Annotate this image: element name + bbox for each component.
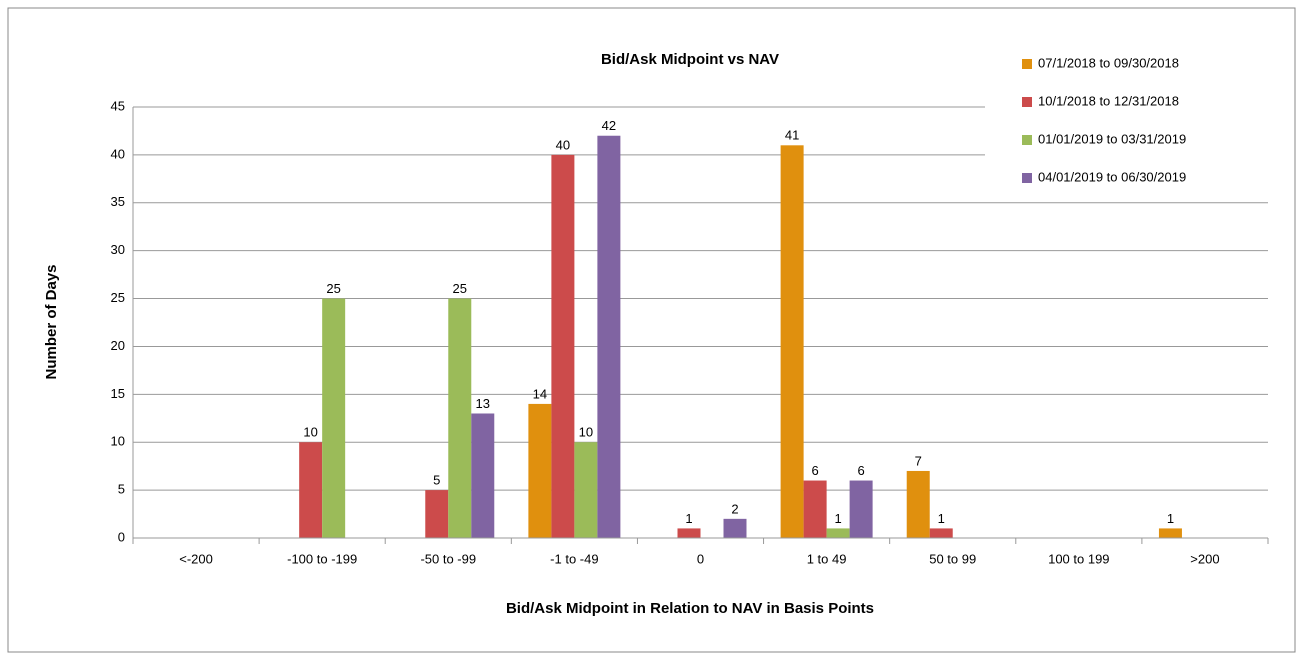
value-label: 10 xyxy=(303,425,317,440)
value-label: 25 xyxy=(453,281,467,296)
value-label: 7 xyxy=(915,453,922,468)
x-tick-label: -50 to -99 xyxy=(420,551,476,566)
y-axis-label: Number of Days xyxy=(43,264,60,379)
value-label: 6 xyxy=(857,463,864,478)
bar xyxy=(528,403,552,538)
value-label: 41 xyxy=(785,128,799,143)
chart-title: Bid/Ask Midpoint vs NAV xyxy=(601,51,779,68)
y-tick-label: 45 xyxy=(111,98,125,113)
bar xyxy=(574,442,598,538)
value-label: 1 xyxy=(1167,511,1174,526)
legend-label: 01/01/2019 to 03/31/2019 xyxy=(1038,131,1186,146)
y-tick-label: 40 xyxy=(111,146,125,161)
value-label: 40 xyxy=(556,137,570,152)
value-label: 25 xyxy=(326,281,340,296)
x-tick-label: 50 to 99 xyxy=(929,551,976,566)
bar xyxy=(803,480,827,538)
legend-swatch xyxy=(1022,59,1032,69)
value-label: 6 xyxy=(811,463,818,478)
value-label: 42 xyxy=(602,118,616,133)
y-tick-label: 20 xyxy=(111,338,125,353)
value-label: 1 xyxy=(834,511,841,526)
y-tick-label: 0 xyxy=(118,529,125,544)
y-tick-label: 25 xyxy=(111,290,125,305)
bar xyxy=(677,528,701,538)
bar xyxy=(1158,528,1182,538)
x-tick-label: -100 to -199 xyxy=(287,551,357,566)
bar xyxy=(322,298,346,538)
bar xyxy=(597,135,621,538)
bar xyxy=(780,145,804,539)
value-label: 5 xyxy=(433,473,440,488)
x-tick-label: 0 xyxy=(697,551,704,566)
x-axis-label: Bid/Ask Midpoint in Relation to NAV in B… xyxy=(506,600,874,617)
legend-label: 07/1/2018 to 09/30/2018 xyxy=(1038,55,1179,70)
bar xyxy=(448,298,472,538)
y-tick-label: 5 xyxy=(118,482,125,497)
bar xyxy=(551,154,575,538)
bar xyxy=(471,413,495,538)
x-tick-label: <-200 xyxy=(179,551,213,566)
x-tick-label: >200 xyxy=(1190,551,1219,566)
bar xyxy=(299,442,323,538)
y-tick-label: 30 xyxy=(111,242,125,257)
bar xyxy=(849,480,873,538)
legend-swatch xyxy=(1022,173,1032,183)
bar xyxy=(723,518,747,538)
legend-label: 10/1/2018 to 12/31/2018 xyxy=(1038,93,1179,108)
legend-label: 04/01/2019 to 06/30/2019 xyxy=(1038,169,1186,184)
value-label: 14 xyxy=(533,386,547,401)
bar xyxy=(906,470,930,538)
legend-swatch xyxy=(1022,135,1032,145)
bar xyxy=(425,490,449,538)
value-label: 1 xyxy=(685,511,692,526)
y-tick-label: 15 xyxy=(111,386,125,401)
x-tick-label: 1 to 49 xyxy=(807,551,847,566)
x-tick-label: 100 to 199 xyxy=(1048,551,1109,566)
bar xyxy=(929,528,953,538)
value-label: 13 xyxy=(476,396,490,411)
legend-background xyxy=(985,40,1285,200)
x-tick-label: -1 to -49 xyxy=(550,551,598,566)
legend-swatch xyxy=(1022,97,1032,107)
value-label: 1 xyxy=(938,511,945,526)
value-label: 2 xyxy=(731,501,738,516)
value-label: 10 xyxy=(579,425,593,440)
y-tick-label: 35 xyxy=(111,194,125,209)
y-tick-label: 10 xyxy=(111,434,125,449)
bar xyxy=(826,528,850,538)
